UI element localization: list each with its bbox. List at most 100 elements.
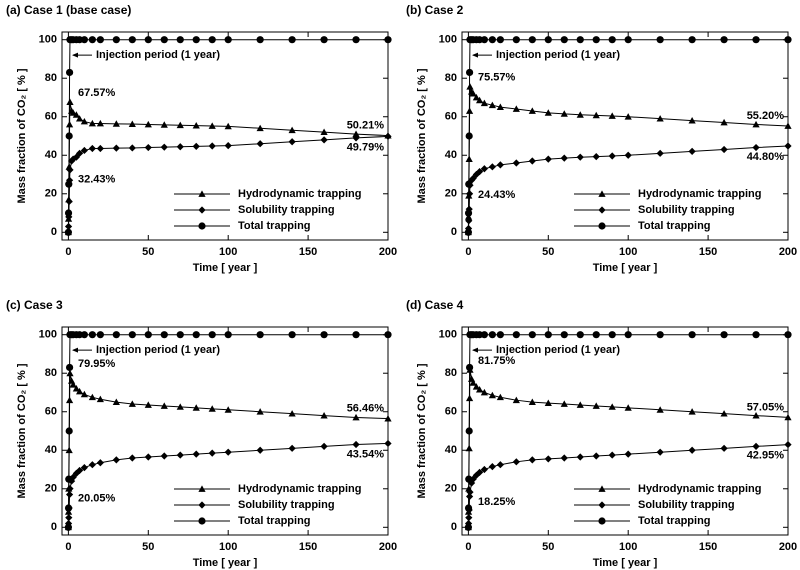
annotation: 18.25%: [478, 496, 516, 508]
data-point: [624, 450, 632, 458]
data-point: [96, 395, 104, 403]
data-point: [465, 427, 473, 435]
data-point: [464, 523, 472, 531]
data-point: [496, 36, 504, 44]
y-tick-label: 80: [45, 367, 57, 379]
data-point: [475, 96, 484, 104]
x-tick-label: 50: [542, 246, 554, 258]
data-point: [352, 130, 360, 137]
annotation: 75.57%: [478, 72, 516, 84]
data-point: [176, 403, 184, 410]
data-point: [608, 36, 616, 44]
data-point: [160, 36, 168, 44]
data-point: [464, 209, 473, 217]
data-point: [560, 454, 568, 462]
data-point: [688, 446, 696, 454]
x-tick-label: 200: [379, 246, 397, 258]
data-point: [656, 331, 664, 339]
y-tick-label: 80: [445, 72, 457, 84]
data-point: [544, 36, 552, 44]
x-tick-label: 0: [65, 541, 71, 553]
annotation: 24.43%: [478, 189, 516, 201]
series-line: [467, 369, 789, 528]
data-point: [65, 363, 74, 372]
data-point: [465, 180, 473, 188]
series-line: [467, 334, 788, 528]
data-point: [288, 36, 296, 44]
data-point: [384, 439, 392, 448]
data-point: [65, 68, 74, 77]
data-point: [224, 122, 232, 130]
data-point: [784, 142, 792, 150]
data-point: [66, 98, 74, 106]
data-point: [144, 120, 152, 128]
data-point: [576, 36, 584, 44]
data-point: [128, 400, 136, 407]
data-point: [624, 36, 632, 44]
data-point: [384, 36, 392, 44]
y-tick-label: 0: [451, 521, 457, 533]
data-point: [112, 144, 120, 152]
data-point: [465, 68, 474, 77]
data-point: [128, 36, 136, 44]
data-point: [256, 446, 264, 454]
y-tick-label: 20: [45, 188, 57, 200]
data-point: [144, 331, 152, 339]
data-point: [656, 448, 664, 456]
data-point: [144, 143, 152, 152]
annotation: Injection period (1 year): [496, 344, 620, 356]
data-point: [112, 331, 120, 339]
y-tick-label: 40: [45, 149, 57, 161]
data-point: [192, 122, 200, 129]
data-point: [752, 143, 760, 152]
data-point: [475, 168, 484, 176]
plot-frame: [61, 326, 389, 536]
annotation: 81.75%: [478, 355, 516, 367]
x-tick-label: 0: [465, 246, 471, 258]
data-point: [160, 143, 168, 151]
data-point: [560, 331, 568, 339]
data-point: [496, 393, 504, 401]
data-point: [88, 119, 96, 127]
data-point: [256, 408, 264, 415]
data-point: [208, 142, 216, 150]
legend-label: Hydrodynamic trapping: [238, 483, 361, 495]
data-point: [144, 36, 152, 44]
data-point: [720, 36, 728, 44]
data-point: [64, 228, 72, 236]
data-point: [656, 36, 664, 44]
annotation: 43.54%: [347, 448, 385, 460]
annotation-arrowhead: [471, 347, 478, 353]
data-point: [752, 120, 760, 128]
panel-title: (b) Case 2: [406, 3, 464, 17]
annotation-arrowhead: [71, 347, 78, 353]
x-axis-label: Time [ year ]: [193, 557, 258, 569]
data-point: [465, 132, 473, 140]
panel-title: (c) Case 3: [6, 298, 63, 312]
data-point: [528, 331, 536, 339]
y-tick-label: 100: [439, 329, 457, 341]
data-point: [720, 444, 728, 452]
data-point: [224, 36, 232, 44]
annotation: 32.43%: [78, 174, 116, 186]
y-tick-label: 20: [445, 483, 457, 495]
annotation: Injection period (1 year): [96, 49, 220, 61]
data-point: [592, 36, 600, 44]
data-point: [128, 120, 136, 127]
data-point: [64, 504, 73, 512]
data-point: [128, 331, 136, 339]
data-point: [176, 331, 184, 339]
y-axis-label: Mass fraction of CO₂ [ % ]: [416, 363, 428, 498]
data-point: [128, 454, 136, 462]
data-point: [469, 379, 477, 386]
data-point: [592, 111, 600, 119]
data-point: [624, 151, 632, 159]
legend-marker: [598, 206, 606, 214]
x-tick-label: 200: [779, 246, 797, 258]
data-point: [465, 363, 474, 372]
x-tick-label: 200: [379, 541, 397, 553]
y-tick-label: 100: [39, 34, 57, 46]
data-point: [528, 36, 536, 44]
data-point: [80, 331, 88, 339]
